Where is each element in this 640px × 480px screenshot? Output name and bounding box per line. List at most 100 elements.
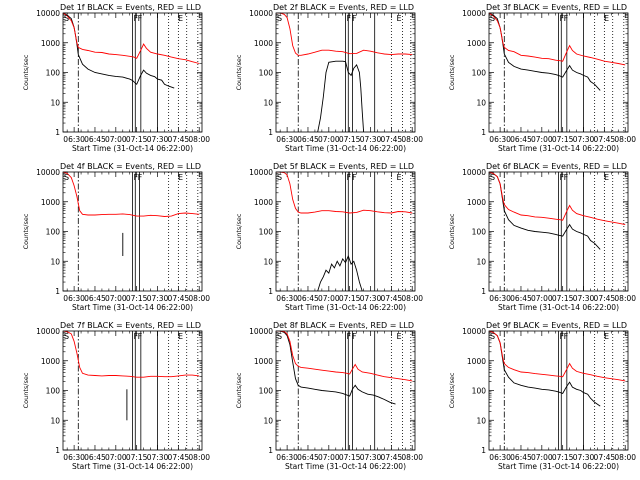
panel-data: [276, 172, 413, 291]
y-axis-label: Counts/sec: [448, 54, 456, 90]
x-tick-label: 07:15: [552, 294, 574, 303]
x-tick-label: 08:00: [188, 294, 210, 303]
x-tick-label: 07:30: [147, 453, 169, 462]
flag-label: S: [64, 332, 69, 341]
y-tick-label: 1: [268, 128, 273, 137]
x-tick-label: 07:45: [594, 453, 616, 462]
series-line-lld: [489, 172, 626, 226]
x-tick-label: 07:15: [552, 453, 574, 462]
y-tick-label: 1: [55, 446, 60, 455]
series-line-lld: [63, 172, 200, 217]
x-tick-label: 08:00: [188, 135, 210, 144]
x-tick-label: 07:45: [594, 135, 616, 144]
plot-frame: [488, 171, 629, 292]
panel-data: [276, 331, 413, 405]
x-tick-label: 08:00: [401, 453, 423, 462]
y-tick-label: 1000: [467, 39, 486, 48]
panel-data: [489, 13, 626, 91]
x-tick-label: 06:30: [63, 294, 85, 303]
y-tick-label: 10: [50, 416, 60, 425]
y-tick-label: 10000: [249, 327, 273, 336]
y-tick-label: 10000: [36, 327, 60, 336]
y-axis-label: Counts/sec: [235, 372, 243, 408]
panel-title: Det 8f BLACK = Events, RED = LLD: [273, 321, 414, 330]
y-tick-label: 10000: [36, 9, 60, 18]
y-tick-label: 100: [472, 69, 487, 78]
x-tick-label: 07:45: [168, 294, 190, 303]
panel-3: Det 3f BLACK = Events, RED = LLD Counts/s…: [448, 3, 636, 153]
panel-data: [63, 172, 200, 256]
series-line-lld: [276, 331, 413, 382]
x-tick-label: 07:00: [105, 135, 127, 144]
x-tick-label: 07:00: [318, 294, 340, 303]
panel-title: Det 6f BLACK = Events, RED = LLD: [486, 162, 627, 171]
flag-label: F: [564, 14, 569, 23]
panel-title: Det 9f BLACK = Events, RED = LLD: [486, 321, 627, 330]
y-tick-label: 10000: [249, 9, 273, 18]
x-tick-label: 06:30: [63, 453, 85, 462]
x-tick-label: 06:30: [489, 453, 511, 462]
y-axis-label: Counts/sec: [22, 54, 30, 90]
y-tick-label: 10: [263, 98, 273, 107]
panel-data: [489, 331, 626, 407]
plot-frame: [488, 12, 629, 133]
y-axis-label: Counts/sec: [448, 213, 456, 249]
flag-label: F: [347, 14, 352, 23]
y-tick-label: 10000: [462, 9, 486, 18]
y-axis-label: Counts/sec: [448, 372, 456, 408]
x-tick-label: 06:45: [510, 294, 532, 303]
flag-label: F: [564, 173, 569, 182]
y-tick-label: 1000: [41, 198, 60, 207]
y-tick-label: 1000: [467, 357, 486, 366]
x-tick-label: 07:15: [339, 294, 361, 303]
y-tick-label: 10: [476, 98, 486, 107]
y-tick-label: 1000: [254, 39, 273, 48]
series-line-lld: [63, 331, 200, 378]
panel-data: [276, 13, 413, 132]
x-tick-label: 06:45: [297, 453, 319, 462]
flag-label: E: [604, 173, 609, 182]
y-tick-label: 10: [476, 257, 486, 266]
y-tick-label: 1: [55, 287, 60, 296]
flag-label: S: [490, 173, 495, 182]
x-axis-label: Start Time (31-Oct-14 06:22:00): [285, 144, 406, 153]
flag-label: E: [178, 173, 183, 182]
panel-title: Det 7f BLACK = Events, RED = LLD: [60, 321, 201, 330]
x-tick-label: 07:15: [552, 135, 574, 144]
x-tick-label: 07:00: [318, 453, 340, 462]
flag-label: F: [352, 14, 357, 23]
flag-label: F: [352, 173, 357, 182]
y-tick-label: 100: [472, 228, 487, 237]
flag-label: F: [352, 332, 357, 341]
x-tick-label: 07:45: [381, 135, 403, 144]
y-tick-label: 1: [268, 287, 273, 296]
y-tick-label: 10000: [462, 168, 486, 177]
x-tick-label: 07:00: [531, 453, 553, 462]
plot-frame: [62, 12, 203, 133]
x-tick-label: 08:00: [614, 135, 636, 144]
y-tick-label: 1: [55, 128, 60, 137]
x-tick-label: 07:45: [168, 135, 190, 144]
x-tick-label: 06:30: [489, 294, 511, 303]
x-tick-label: 06:45: [84, 135, 106, 144]
y-tick-label: 100: [46, 387, 61, 396]
panel-title: Det 4f BLACK = Events, RED = LLD: [60, 162, 201, 171]
x-axis-label: Start Time (31-Oct-14 06:22:00): [72, 303, 193, 312]
x-axis-label: Start Time (31-Oct-14 06:22:00): [498, 462, 619, 471]
flag-label: S: [490, 332, 495, 341]
series-line-events: [317, 254, 363, 291]
flag-label: F: [138, 14, 143, 23]
y-tick-label: 1000: [41, 357, 60, 366]
x-tick-label: 07:45: [594, 294, 616, 303]
x-axis-label: Start Time (31-Oct-14 06:22:00): [285, 462, 406, 471]
x-tick-label: 06:45: [297, 135, 319, 144]
flag-label: F: [134, 173, 139, 182]
y-tick-label: 100: [259, 228, 274, 237]
flag-label: S: [277, 173, 282, 182]
y-tick-label: 10000: [462, 327, 486, 336]
x-tick-label: 07:00: [105, 453, 127, 462]
x-tick-label: 07:45: [381, 294, 403, 303]
x-tick-label: 07:00: [531, 294, 553, 303]
series-line-events: [317, 60, 365, 132]
